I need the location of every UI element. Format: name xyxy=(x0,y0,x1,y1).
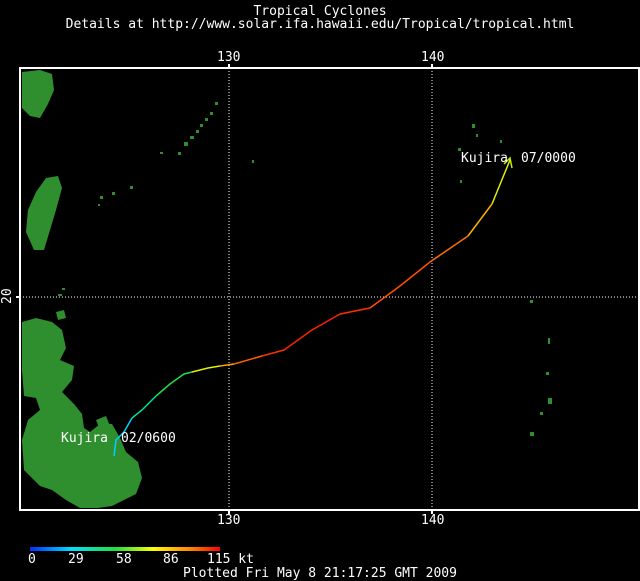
graticule xyxy=(20,68,639,510)
scale-label-0: 0 xyxy=(28,552,36,567)
map-frame xyxy=(19,67,640,511)
lon-tick-bottom-130: 130 xyxy=(217,513,241,528)
lon-tick-bottom-140: 140 xyxy=(421,513,445,528)
land-philippines xyxy=(22,318,142,508)
lon-tick-top-140: 140 xyxy=(421,50,445,65)
frame-ticks xyxy=(16,64,433,514)
lon-tick-top-130: 130 xyxy=(217,50,241,65)
scale-label-29: 29 xyxy=(68,552,84,567)
land-island-2 xyxy=(56,310,66,320)
lat-tick-20: 20 xyxy=(0,288,15,304)
scale-label-86: 86 xyxy=(163,552,179,567)
scale-label-115: 115 kt xyxy=(207,552,254,567)
map-subtitle: Details at http://www.solar.ifa.hawaii.e… xyxy=(65,17,575,32)
land-masses xyxy=(22,70,142,508)
storm-start-time: 02/0600 xyxy=(121,431,176,446)
intensity-color-bar xyxy=(30,547,220,551)
land-taiwan xyxy=(26,176,62,250)
plotted-timestamp: Plotted Fri May 8 21:17:25 GMT 2009 xyxy=(183,566,457,581)
land-island-1 xyxy=(96,416,110,430)
scale-label-58: 58 xyxy=(116,552,132,567)
storm-start-name: Kujira xyxy=(61,431,108,446)
small-islands xyxy=(58,102,552,436)
storm-end-time: 07/0000 xyxy=(521,151,576,166)
storm-track xyxy=(113,156,513,457)
storm-end-name: Kujira xyxy=(461,151,508,166)
land-luzon xyxy=(22,70,54,118)
map-title: Tropical Cyclones xyxy=(253,4,387,19)
